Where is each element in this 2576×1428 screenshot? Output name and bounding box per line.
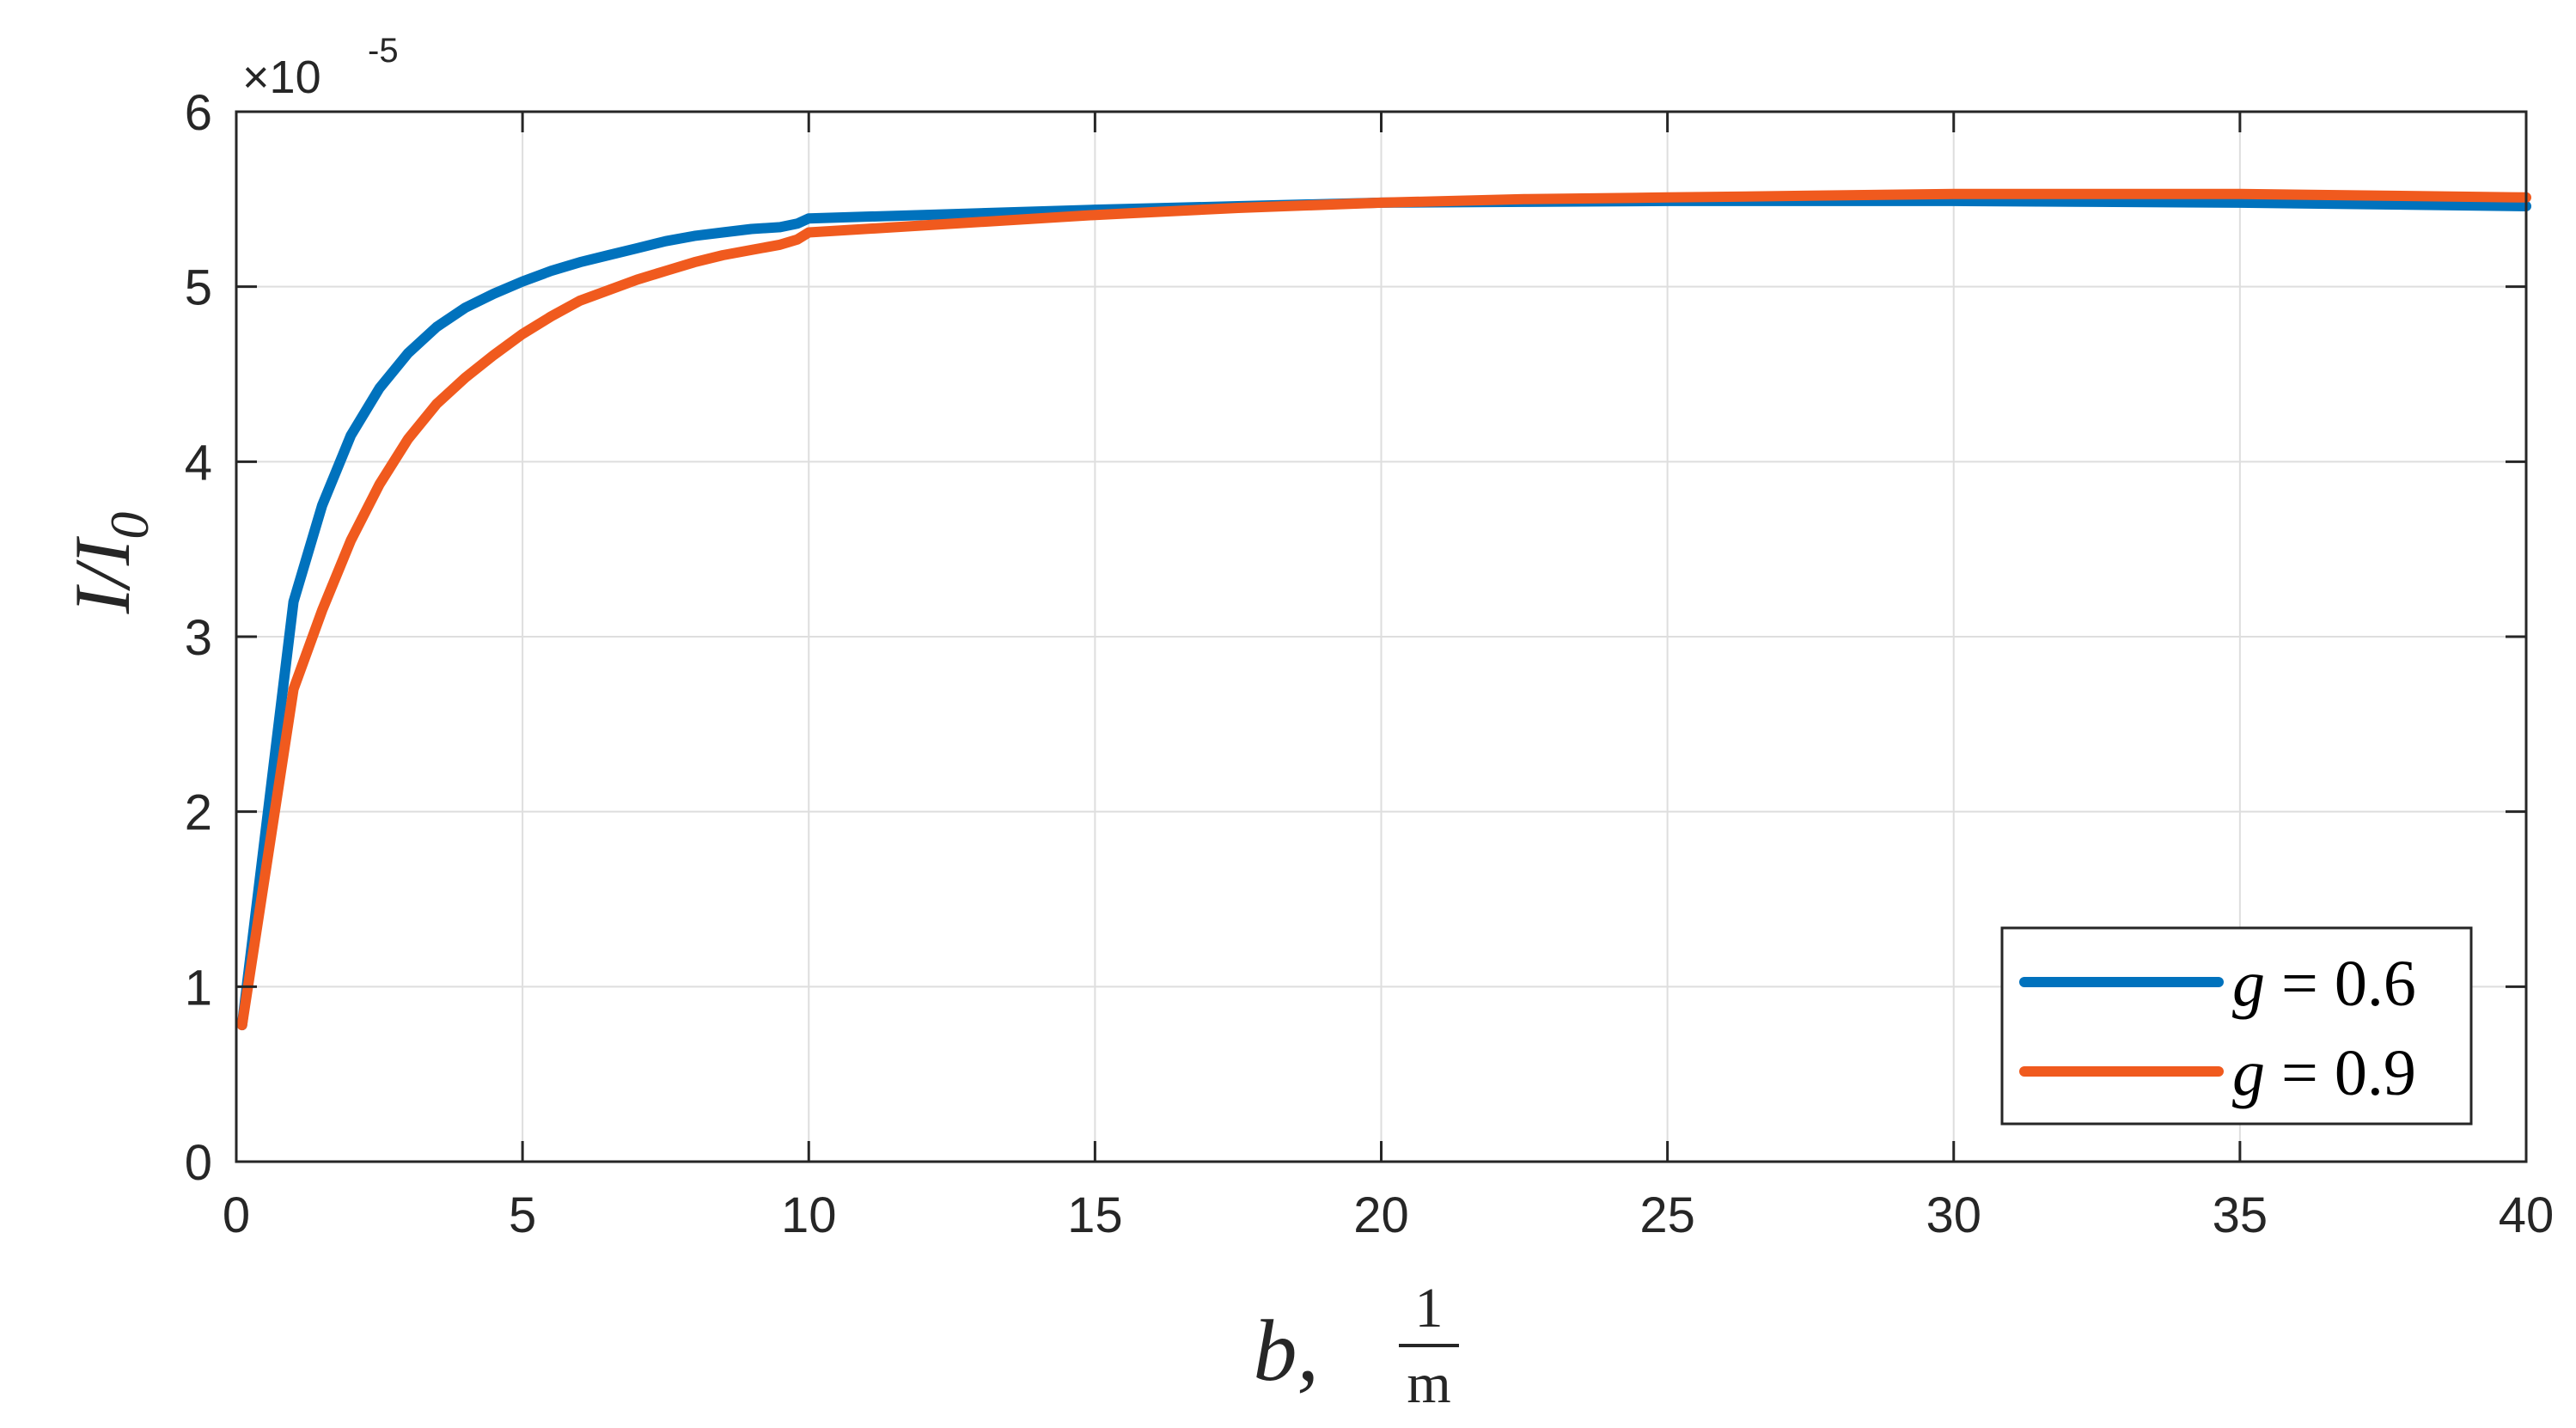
x-axis-label-main: b, <box>1254 1303 1320 1400</box>
x-tick-label: 20 <box>1353 1187 1409 1243</box>
y-axis-label-main: I/I <box>58 535 146 614</box>
x-tick-label: 15 <box>1067 1187 1123 1243</box>
series-line-0 <box>236 195 2531 1031</box>
y-multiplier: ×10 -5 <box>242 32 399 103</box>
x-tick-label: 40 <box>2499 1187 2555 1243</box>
y-tick-label: 2 <box>185 785 212 841</box>
y-tick-label: 1 <box>185 960 212 1016</box>
x-tick-label: 10 <box>781 1187 837 1243</box>
y-axis-label-subscript: 0 <box>99 512 160 540</box>
legend: g = 0.6 g = 0.9 <box>2000 926 2473 1126</box>
svg-text:I/I0: I/I0 <box>58 512 160 615</box>
x-tick-label: 30 <box>1926 1187 1981 1243</box>
legend-entry-g06: g = 0.6 <box>2232 948 2416 1020</box>
y-axis-ticks: 0 1 2 3 4 5 6 <box>185 85 2526 1191</box>
legend-entry-g06-var: g <box>2232 948 2265 1020</box>
x-tick-label: 0 <box>223 1187 250 1243</box>
y-tick-label: 4 <box>185 435 212 491</box>
series-lines <box>236 188 2531 1031</box>
series-line-1 <box>236 188 2531 1031</box>
legend-entry-g09: g = 0.9 <box>2232 1037 2416 1109</box>
y-multiplier-base: ×10 <box>242 52 321 103</box>
x-axis-label-denominator: m <box>1407 1352 1450 1415</box>
legend-entry-g06-value: = 0.6 <box>2265 948 2416 1020</box>
y-multiplier-exponent: -5 <box>368 32 399 70</box>
x-tick-label: 5 <box>509 1187 536 1243</box>
y-tick-label: 6 <box>185 85 212 141</box>
legend-entry-g09-value: = 0.9 <box>2265 1037 2416 1109</box>
x-axis-label-numerator: 1 <box>1415 1277 1444 1340</box>
x-axis-label: b, 1 m <box>1254 1277 1459 1415</box>
y-axis-label: I/I0 <box>58 512 160 615</box>
legend-entry-g09-var: g <box>2232 1037 2265 1109</box>
x-tick-label: 35 <box>2213 1187 2268 1243</box>
y-tick-label: 0 <box>185 1135 212 1191</box>
y-tick-label: 3 <box>185 610 212 666</box>
x-axis-ticks: 0 5 10 15 20 25 30 35 40 <box>223 112 2554 1243</box>
x-tick-label: 25 <box>1639 1187 1695 1243</box>
y-tick-label: 5 <box>185 260 212 316</box>
legend-box <box>2000 926 2473 1126</box>
